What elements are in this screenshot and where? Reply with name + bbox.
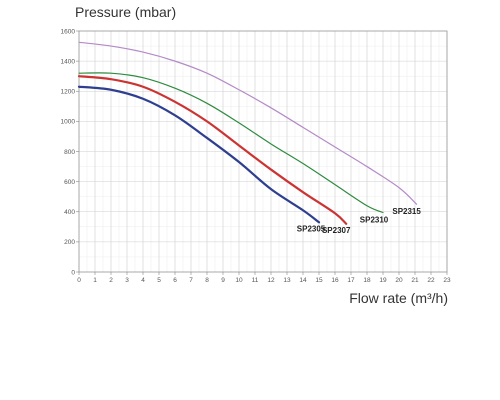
x-axis-title: Flow rate (m³/h)	[349, 290, 448, 306]
y-tick-label: 800	[64, 149, 75, 156]
series-label-sp2315: SP2315	[392, 207, 421, 216]
x-tick-label: 0	[77, 277, 81, 284]
x-tick-label: 22	[427, 277, 435, 284]
y-tick-label: 1400	[61, 58, 76, 65]
x-tick-label: 10	[235, 277, 243, 284]
y-tick-label: 1600	[61, 28, 76, 35]
series-label-sp2305: SP2305	[297, 224, 326, 233]
x-tick-label: 1	[93, 277, 97, 284]
x-tick-label: 4	[141, 277, 145, 284]
y-tick-label: 600	[64, 179, 75, 186]
x-tick-label: 8	[205, 277, 209, 284]
y-tick-label: 200	[64, 239, 75, 246]
y-tick-label: 1200	[61, 89, 76, 96]
x-tick-label: 6	[173, 277, 177, 284]
x-tick-label: 11	[252, 277, 259, 284]
series-label-sp2310: SP2310	[360, 216, 389, 225]
x-tick-label: 21	[411, 277, 419, 284]
x-tick-label: 17	[347, 277, 355, 284]
y-tick-label: 0	[71, 269, 75, 276]
x-tick-label: 19	[379, 277, 387, 284]
x-tick-label: 20	[395, 277, 403, 284]
series-label-sp2307: SP2307	[322, 226, 351, 235]
series-line-sp2305	[77, 85, 321, 224]
x-tick-label: 14	[299, 277, 307, 284]
series-line-sp2310	[78, 72, 384, 214]
x-tick-label: 16	[331, 277, 339, 284]
x-tick-label: 7	[189, 277, 193, 284]
x-tick-label: 15	[315, 277, 323, 284]
x-tick-label: 2	[109, 277, 113, 284]
series-line-sp2307	[77, 75, 348, 225]
x-tick-label: 9	[221, 277, 225, 284]
y-tick-label: 400	[64, 209, 75, 216]
y-tick-label: 1000	[61, 119, 76, 126]
y-axis-title: Pressure (mbar)	[75, 4, 177, 20]
x-tick-label: 12	[267, 277, 275, 284]
x-tick-label: 23	[443, 277, 451, 284]
x-tick-label: 5	[157, 277, 161, 284]
series-line-sp2315	[78, 41, 418, 205]
x-tick-label: 18	[363, 277, 371, 284]
x-tick-label: 3	[125, 277, 129, 284]
x-tick-label: 13	[283, 277, 291, 284]
